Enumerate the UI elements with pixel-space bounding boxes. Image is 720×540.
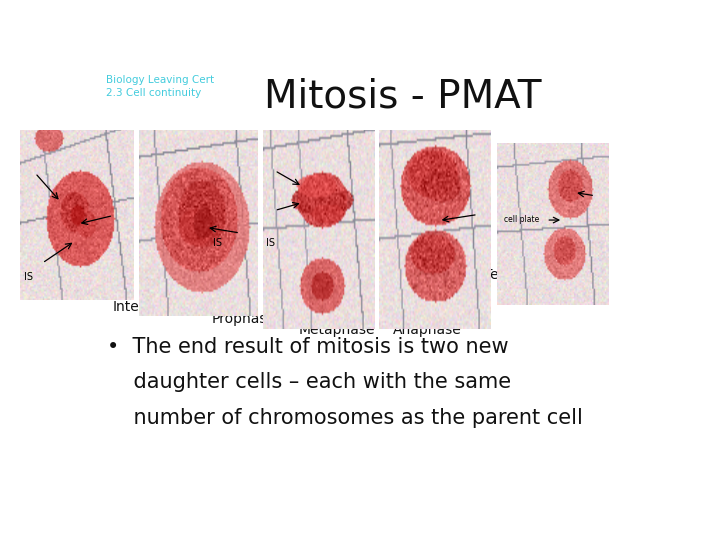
Text: IS: IS: [266, 239, 275, 248]
Text: Telophase: Telophase: [484, 268, 552, 282]
Text: IS: IS: [214, 238, 222, 248]
Text: cell plate: cell plate: [505, 215, 540, 224]
Text: Anaphase: Anaphase: [392, 323, 462, 338]
Text: IS: IS: [24, 272, 32, 282]
Text: daughter cells – each with the same: daughter cells – each with the same: [107, 373, 511, 393]
Text: Biology Leaving Cert: Biology Leaving Cert: [106, 75, 214, 85]
Text: number of chromosomes as the parent cell: number of chromosomes as the parent cell: [107, 408, 582, 428]
Text: Prophase: Prophase: [212, 312, 276, 326]
Text: Interphase: Interphase: [112, 300, 187, 314]
Text: •  The end result of mitosis is two new: • The end result of mitosis is two new: [107, 337, 508, 357]
Text: 2.3 Cell continuity: 2.3 Cell continuity: [106, 87, 201, 98]
Text: Mitosis - PMAT: Mitosis - PMAT: [264, 77, 541, 115]
Text: Metaphase: Metaphase: [298, 323, 375, 338]
